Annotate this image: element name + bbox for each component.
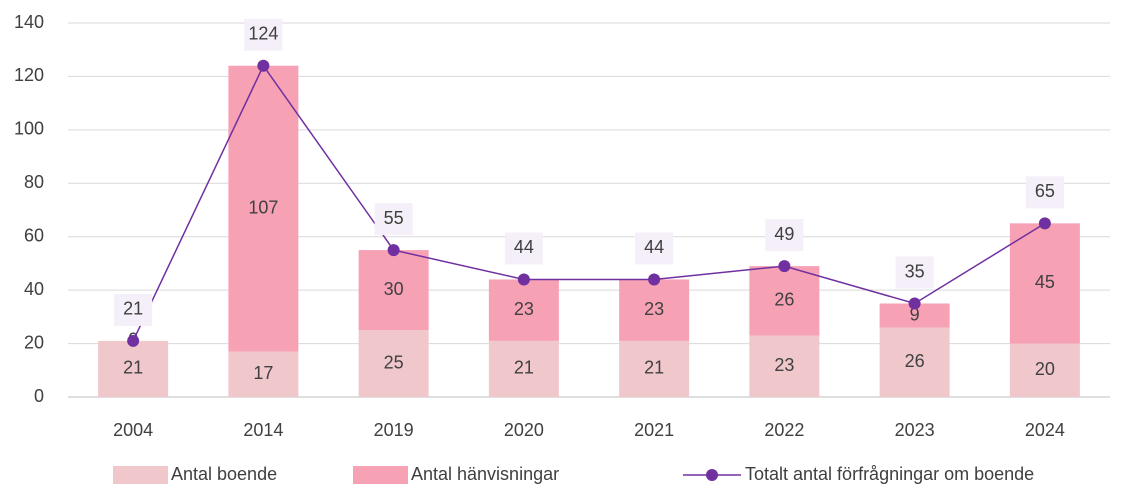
data-label: 124 xyxy=(248,23,278,43)
data-label: 9 xyxy=(910,304,920,324)
label-box xyxy=(895,256,934,289)
y-tick-label: 60 xyxy=(24,225,44,245)
y-tick-label: 20 xyxy=(24,332,44,352)
data-label: 23 xyxy=(774,355,794,375)
y-tick-label: 40 xyxy=(24,279,44,299)
y-tick-label: 140 xyxy=(14,12,44,32)
legend-label: Antal boende xyxy=(171,464,277,484)
data-label: 65 xyxy=(1035,181,1055,201)
line xyxy=(132,64,1046,342)
bar-segment xyxy=(1009,223,1080,344)
bar-segment xyxy=(619,340,690,397)
data-label: 21 xyxy=(644,358,664,378)
y-tick-label: 0 xyxy=(34,386,44,406)
y-tick-label: 80 xyxy=(24,172,44,192)
data-label: 30 xyxy=(384,279,404,299)
bar-segment xyxy=(619,279,690,341)
label-box xyxy=(635,232,674,265)
data-label: 17 xyxy=(253,363,273,383)
data-label: 44 xyxy=(644,237,664,257)
data-label: 26 xyxy=(774,290,794,310)
marker xyxy=(908,297,921,310)
bar-segment xyxy=(1009,343,1080,397)
x-tick-label: 2023 xyxy=(895,420,935,440)
label-box xyxy=(765,219,804,252)
data-label: 44 xyxy=(514,237,534,257)
legend-marker xyxy=(706,469,718,481)
data-label: 21 xyxy=(514,358,534,378)
x-tick-label: 2022 xyxy=(764,420,804,440)
marker xyxy=(127,334,140,347)
data-label: 21 xyxy=(123,299,143,319)
data-label: 26 xyxy=(905,351,925,371)
marker xyxy=(517,273,530,286)
data-label: 25 xyxy=(384,352,404,372)
label-box xyxy=(244,18,283,51)
marker xyxy=(387,244,400,257)
data-label: 35 xyxy=(905,261,925,281)
label-box xyxy=(1025,176,1064,209)
marker xyxy=(778,260,791,273)
x-tick-label: 2004 xyxy=(113,420,153,440)
label-box xyxy=(504,232,543,265)
legend-label: Antal hänvisningar xyxy=(411,464,559,484)
data-label: 45 xyxy=(1035,272,1055,292)
marker xyxy=(257,59,270,72)
bar-segment xyxy=(358,330,429,397)
bar-segment xyxy=(98,340,169,397)
data-label: 21 xyxy=(123,358,143,378)
legend-label: Totalt antal förfrågningar om boende xyxy=(745,464,1034,484)
legend-swatch xyxy=(353,466,408,484)
bar-segment xyxy=(879,327,950,397)
bar-segment xyxy=(749,266,820,336)
bar-segment xyxy=(228,351,299,397)
x-tick-label: 2019 xyxy=(374,420,414,440)
x-tick-label: 2021 xyxy=(634,420,674,440)
bar-segment xyxy=(488,279,559,341)
data-label: 23 xyxy=(644,299,664,319)
label-box xyxy=(374,203,413,236)
data-label: 49 xyxy=(774,224,794,244)
bar-segment xyxy=(358,250,429,331)
legend-swatch xyxy=(113,466,168,484)
x-tick-label: 2014 xyxy=(243,420,283,440)
data-label: 20 xyxy=(1035,359,1055,379)
data-label: 107 xyxy=(248,197,278,217)
bar-segment xyxy=(749,335,820,397)
data-label: 55 xyxy=(384,208,404,228)
y-tick-label: 120 xyxy=(14,65,44,85)
label-box xyxy=(114,293,153,326)
x-tick-label: 2024 xyxy=(1025,420,1065,440)
bar-segment xyxy=(488,340,559,397)
y-tick-label: 100 xyxy=(14,119,44,139)
marker xyxy=(1038,217,1051,230)
marker xyxy=(648,273,661,286)
data-label: 23 xyxy=(514,299,534,319)
x-tick-label: 2020 xyxy=(504,420,544,440)
